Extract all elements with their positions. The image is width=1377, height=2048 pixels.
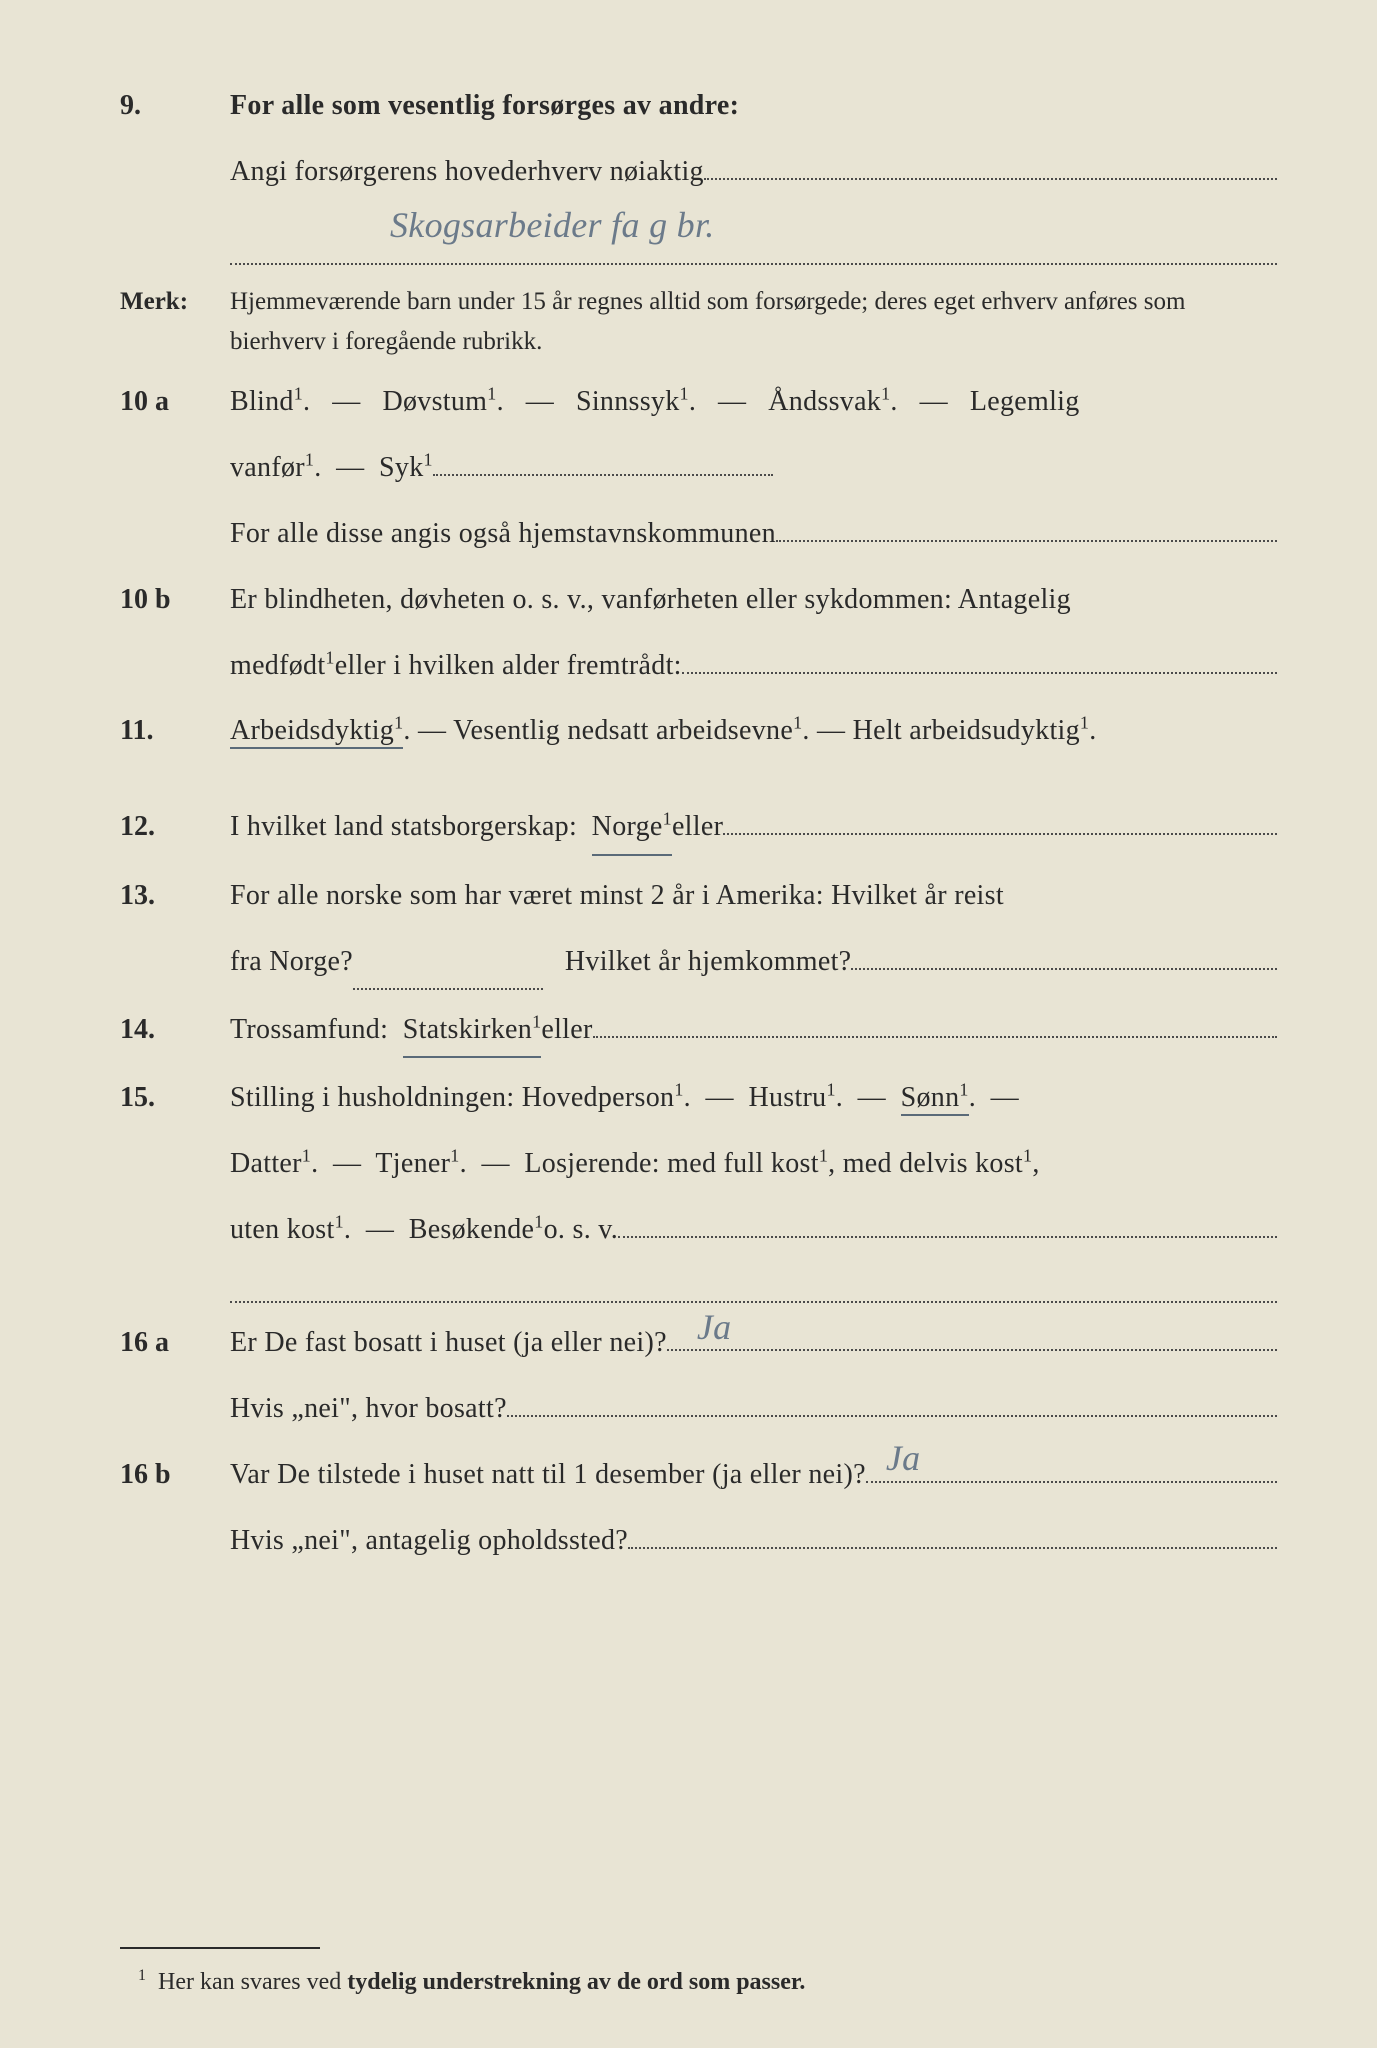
q10a-opt-andssvak: Åndssvak1. bbox=[768, 386, 897, 417]
q9-handwritten-row: Skogsarbeider fa g br. bbox=[120, 212, 1277, 266]
q10a-row2: vanfør1. — Syk1 bbox=[120, 442, 1277, 494]
q10a-row3: For alle disse angis også hjemstavnskomm… bbox=[120, 508, 1277, 560]
merk-row: Merk: Hjemmeværende barn under 15 år reg… bbox=[120, 279, 1277, 362]
q9-blank2[interactable]: Skogsarbeider fa g br. bbox=[230, 212, 1277, 266]
footnote-rule bbox=[120, 1947, 320, 1949]
q15-tjener: Tjener1 bbox=[375, 1148, 459, 1179]
q15-row1: 15. Stilling i husholdningen: Hovedperso… bbox=[120, 1072, 1277, 1124]
q16a-blank2[interactable] bbox=[507, 1384, 1277, 1418]
q16a-blank1[interactable]: Ja bbox=[667, 1318, 1277, 1352]
q15-row2: Datter1. — Tjener1. — Losjerende: med fu… bbox=[120, 1138, 1277, 1190]
q11-opt3: Helt arbeidsudyktig1 bbox=[853, 715, 1090, 746]
q16a-answer: Ja bbox=[697, 1294, 732, 1361]
q14-statskirken: Statskirken1 bbox=[403, 1004, 542, 1059]
q12-row: 12. I hvilket land statsborgerskap: Norg… bbox=[120, 801, 1277, 856]
merk-text: Hjemmeværende barn under 15 år regnes al… bbox=[230, 282, 1277, 362]
q16b-text1: Var De tilstede i huset natt til 1 desem… bbox=[230, 1449, 866, 1501]
q10b-medfodt: medfødt1 bbox=[230, 640, 335, 692]
q10b-row2: medfødt1 eller i hvilken alder fremtrådt… bbox=[120, 640, 1277, 692]
q13-blank2[interactable] bbox=[851, 936, 1277, 970]
q13-row1: 13. For alle norske som har været minst … bbox=[120, 870, 1277, 922]
q10b-text2b: eller i hvilken alder fremtrådt: bbox=[335, 640, 682, 692]
q11-number: 11. bbox=[120, 705, 230, 757]
q11-row: 11. Arbeidsdyktig1. — Vesentlig nedsatt … bbox=[120, 705, 1277, 757]
q10a-opt-vanfor: vanfør1. bbox=[230, 442, 322, 494]
q13-text1: For alle norske som har været minst 2 år… bbox=[230, 870, 1277, 922]
merk-label: Merk: bbox=[120, 279, 230, 325]
q15-blank1[interactable] bbox=[618, 1204, 1277, 1238]
q15-number: 15. bbox=[120, 1072, 230, 1124]
q14-text: Trossamfund: bbox=[230, 1004, 388, 1056]
footnote-text-b: tydelig understrekning av de ord som pas… bbox=[347, 1969, 805, 1995]
q10a-opt-legemlig: Legemlig bbox=[970, 386, 1080, 417]
q11-opt2: Vesentlig nedsatt arbeidsevne1 bbox=[453, 715, 802, 746]
q16a-text2: Hvis „nei", hvor bosatt? bbox=[230, 1383, 507, 1435]
q12-text: I hvilket land statsborgerskap: bbox=[230, 801, 577, 853]
q16a-number: 16 a bbox=[120, 1317, 230, 1369]
q10a-opt-blind: Blind1. bbox=[230, 386, 310, 417]
q10a-number: 10 a bbox=[120, 376, 230, 428]
q10a-line2: For alle disse angis også hjemstavnskomm… bbox=[230, 508, 776, 560]
q9-blank1[interactable] bbox=[704, 146, 1277, 180]
q15-blank2[interactable] bbox=[230, 1270, 1277, 1304]
footnote-text-a: Her kan svares ved bbox=[158, 1969, 347, 1995]
q16b-text2: Hvis „nei", antagelig opholdssted? bbox=[230, 1515, 628, 1567]
q12-blank[interactable] bbox=[723, 802, 1277, 836]
q14-row: 14. Trossamfund: Statskirken1 eller bbox=[120, 1004, 1277, 1059]
q10a-opt-syk: Syk1 bbox=[379, 442, 433, 494]
footnote: 1 Her kan svares ved tydelig understrekn… bbox=[120, 1967, 1277, 1996]
q15-row3: uten kost1. — Besøkende1 o. s. v. bbox=[120, 1204, 1277, 1256]
q10b-blank[interactable] bbox=[682, 640, 1277, 674]
q10b-row1: 10 b Er blindheten, døvheten o. s. v., v… bbox=[120, 574, 1277, 626]
q16a-text1: Er De fast bosatt i huset (ja eller nei)… bbox=[230, 1317, 667, 1369]
q9-number: 9. bbox=[120, 80, 230, 132]
q9-line1-row: Angi forsørgerens hovederhverv nøiaktig bbox=[120, 146, 1277, 198]
q16b-blank1[interactable]: Ja bbox=[866, 1449, 1277, 1483]
q16a-row1: 16 a Er De fast bosatt i huset (ja eller… bbox=[120, 1317, 1277, 1369]
q10a-blank[interactable] bbox=[433, 443, 773, 477]
q16b-blank2[interactable] bbox=[628, 1515, 1277, 1549]
q10a-row1: 10 a Blind1. — Døvstum1. — Sinnssyk1. — … bbox=[120, 376, 1277, 428]
q15-hustru: Hustru1 bbox=[748, 1082, 835, 1113]
q16b-number: 16 b bbox=[120, 1449, 230, 1501]
q15-text1: Stilling i husholdningen: Hovedperson bbox=[230, 1082, 674, 1113]
q14-eller: eller bbox=[541, 1004, 592, 1056]
q13-text2b: Hvilket år hjemkommet? bbox=[565, 936, 852, 988]
q9-line1: Angi forsørgerens hovederhverv nøiaktig bbox=[230, 146, 704, 198]
q16a-row2: Hvis „nei", hvor bosatt? bbox=[120, 1383, 1277, 1435]
q15-utenkost: uten kost1. bbox=[230, 1204, 351, 1256]
q15-datter: Datter1 bbox=[230, 1148, 311, 1179]
q15-sonn: Sønn1 bbox=[901, 1082, 969, 1116]
q12-eller: eller bbox=[672, 801, 723, 853]
q15-delvis: , med delvis kost bbox=[828, 1148, 1023, 1179]
q15-osv: o. s. v. bbox=[544, 1204, 618, 1256]
q14-number: 14. bbox=[120, 1004, 230, 1056]
q10b-number: 10 b bbox=[120, 574, 230, 626]
q10a-blank2[interactable] bbox=[776, 508, 1277, 542]
q13-number: 13. bbox=[120, 870, 230, 922]
q9-heading: For alle som vesentlig forsørges av andr… bbox=[230, 80, 1277, 132]
q9-handwritten: Skogsarbeider fa g br. bbox=[390, 192, 715, 259]
q15-besokende: Besøkende1 bbox=[409, 1204, 544, 1256]
q12-norge: Norge1 bbox=[592, 801, 672, 856]
q11-opt1: Arbeidsdyktig1 bbox=[230, 715, 403, 749]
q10b-text1: Er blindheten, døvheten o. s. v., vanfør… bbox=[230, 574, 1277, 626]
q9-heading-row: 9. For alle som vesentlig forsørges av a… bbox=[120, 80, 1277, 132]
q16b-row2: Hvis „nei", antagelig opholdssted? bbox=[120, 1515, 1277, 1567]
q10a-opt-dovstum: Døvstum1. bbox=[382, 386, 503, 417]
q13-text2a: fra Norge? bbox=[230, 936, 353, 988]
q12-number: 12. bbox=[120, 801, 230, 853]
q13-row2: fra Norge? Hvilket år hjemkommet? bbox=[120, 936, 1277, 990]
q10a-opt-sinnssyk: Sinnssyk1. bbox=[576, 386, 696, 417]
q16b-answer: Ja bbox=[886, 1425, 921, 1492]
q15-losjerende: Losjerende: med full kost bbox=[524, 1148, 818, 1179]
q16b-row1: 16 b Var De tilstede i huset natt til 1 … bbox=[120, 1449, 1277, 1501]
q13-blank1[interactable] bbox=[353, 936, 543, 990]
footnote-marker: 1 bbox=[138, 1967, 146, 1984]
q14-blank[interactable] bbox=[593, 1004, 1277, 1038]
